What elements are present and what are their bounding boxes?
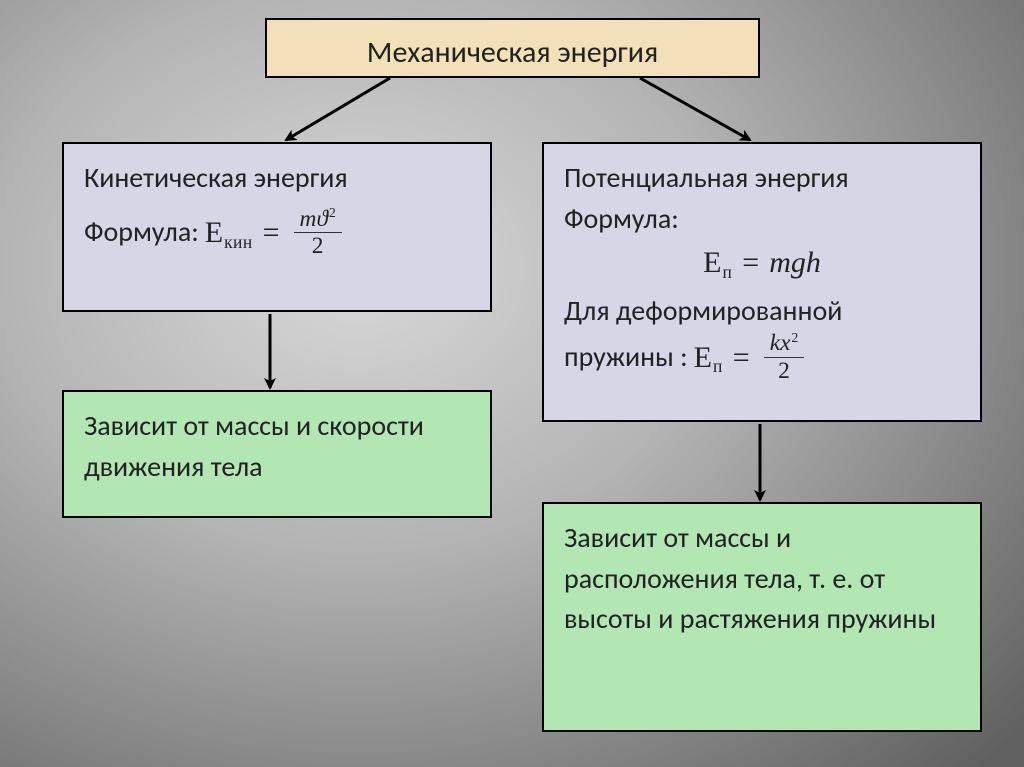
arrow-set (270, 78, 760, 500)
arrows-layer (0, 0, 1024, 767)
arrow-0 (286, 78, 390, 140)
arrow-1 (640, 78, 750, 140)
